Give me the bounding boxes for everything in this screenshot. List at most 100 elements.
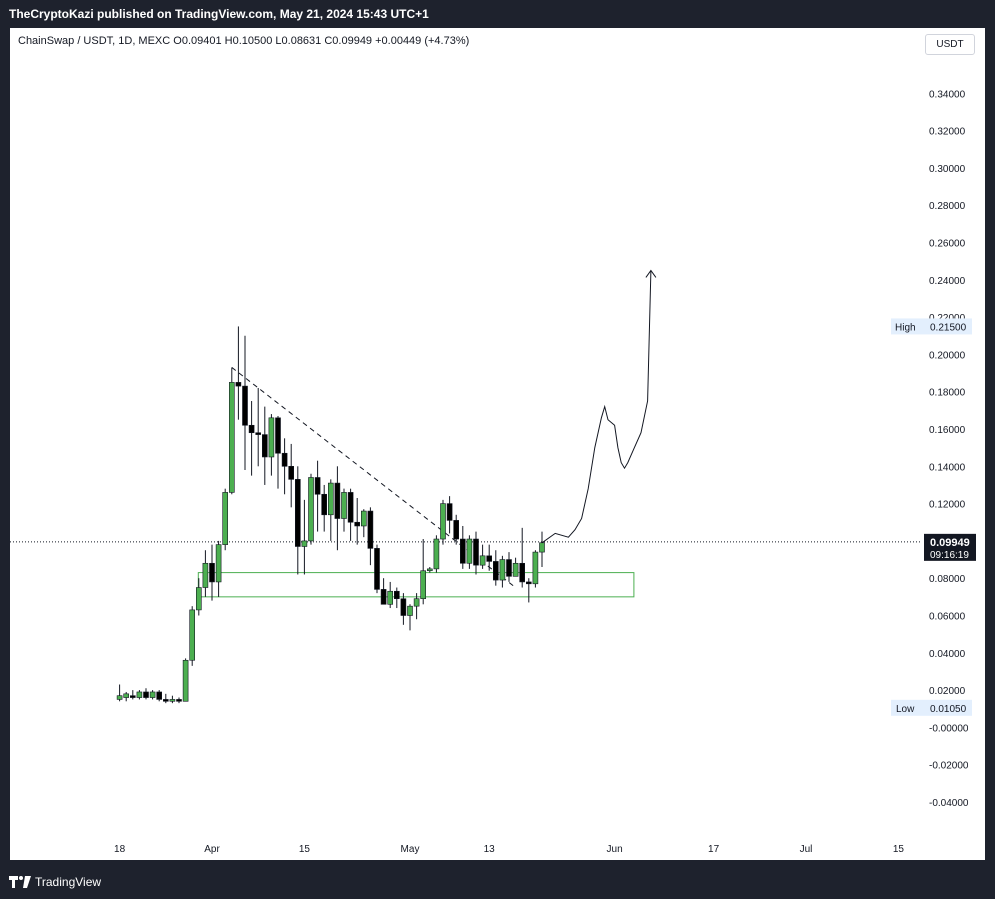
low-marker-label: Low (896, 704, 915, 715)
candle (532, 551, 539, 585)
low-marker-box (891, 699, 972, 716)
y-tick-label: 0.18000 (929, 388, 966, 399)
publish-info: TheCryptoKazi published on TradingView.c… (9, 7, 429, 21)
candle (519, 562, 526, 583)
candle (321, 493, 328, 516)
tradingview-logo[interactable]: TradingView (9, 875, 101, 889)
candle (479, 555, 486, 566)
candle (466, 538, 473, 564)
candle (169, 699, 176, 702)
x-tick-label: 18 (114, 844, 126, 855)
low-marker-value: 0.01050 (930, 704, 967, 715)
y-tick-label: -0.02000 (929, 761, 969, 772)
y-tick-label: 0.24000 (929, 276, 966, 287)
candle (130, 695, 136, 698)
candle (393, 590, 400, 600)
candle (354, 521, 361, 527)
x-tick-label: 17 (708, 844, 720, 855)
tradingview-logo-icon (9, 876, 31, 888)
candle (275, 417, 281, 454)
candle (440, 503, 446, 540)
candle (136, 691, 143, 698)
candle (327, 482, 334, 516)
candle (473, 538, 479, 566)
candle (248, 424, 255, 434)
y-tick-label: 0.02000 (929, 686, 966, 697)
y-tick-label: 0.28000 (929, 201, 966, 212)
candle (426, 568, 433, 572)
y-tick-label: 0.12000 (929, 500, 966, 511)
currency-button[interactable]: USDT (925, 34, 975, 55)
candle (446, 503, 453, 521)
candle (242, 385, 248, 426)
candle (380, 589, 387, 605)
candle (143, 691, 149, 698)
candle (387, 590, 394, 605)
candle (407, 605, 413, 616)
y-tick-label: 0.20000 (929, 350, 966, 361)
candle (347, 492, 354, 523)
candle (163, 699, 169, 702)
projection-arrow-head (645, 269, 657, 278)
candle (294, 479, 301, 547)
symbol-legend: ChainSwap / USDT, 1D, MEXC O0.09401 H0.1… (18, 35, 470, 47)
high-marker-box (891, 318, 972, 335)
y-tick-label: 0.08000 (929, 574, 966, 585)
candle (367, 510, 374, 549)
trendline (231, 367, 516, 588)
y-tick-label: 0.14000 (929, 462, 966, 473)
y-tick-label: 0.06000 (929, 612, 966, 623)
y-tick-label: 0.34000 (929, 89, 966, 100)
candle (281, 452, 288, 467)
x-tick-label: Jun (607, 844, 623, 855)
candle (374, 548, 380, 590)
candle (308, 477, 314, 542)
candle (314, 477, 321, 495)
y-tick-label: 0.30000 (929, 164, 966, 175)
candle (459, 538, 466, 564)
candle (400, 598, 407, 616)
candle (453, 520, 460, 540)
x-tick-label: 13 (484, 844, 496, 855)
candle (420, 570, 427, 600)
candle (116, 695, 123, 700)
candle (301, 540, 308, 547)
candle (525, 581, 532, 585)
candle (341, 492, 347, 519)
x-tick-label: 15 (893, 844, 905, 855)
candle (202, 562, 209, 588)
last-price-countdown: 09:16:19 (930, 550, 969, 561)
y-tick-label: 0.26000 (929, 239, 966, 250)
candle (334, 482, 341, 519)
candle (268, 417, 275, 458)
y-tick-label: -0.04000 (929, 798, 969, 809)
high-marker-value: 0.21500 (930, 322, 967, 333)
candle (156, 691, 162, 700)
candle (196, 587, 202, 611)
candle (499, 559, 506, 581)
x-tick-label: Apr (204, 844, 220, 855)
x-tick-label: Jul (800, 844, 813, 855)
candle (433, 538, 440, 570)
candle (360, 510, 367, 527)
candle (182, 659, 189, 702)
candle (209, 562, 215, 583)
candle (255, 432, 261, 435)
candle (229, 382, 235, 493)
x-tick-label: 15 (299, 844, 311, 855)
y-tick-label: 0.04000 (929, 649, 966, 660)
publish-bar: TheCryptoKazi published on TradingView.c… (0, 0, 995, 28)
candle (123, 693, 129, 698)
candle (235, 382, 242, 387)
y-tick-label: 0.16000 (929, 425, 966, 436)
candle (486, 555, 493, 562)
projection-path (541, 270, 652, 544)
y-tick-label: -0.00000 (929, 723, 969, 734)
last-price-value: 0.09949 (930, 537, 970, 549)
candle (176, 699, 182, 702)
candle (261, 434, 268, 458)
candle (512, 562, 519, 577)
x-tick-label: May (401, 844, 420, 855)
candle (413, 598, 420, 607)
